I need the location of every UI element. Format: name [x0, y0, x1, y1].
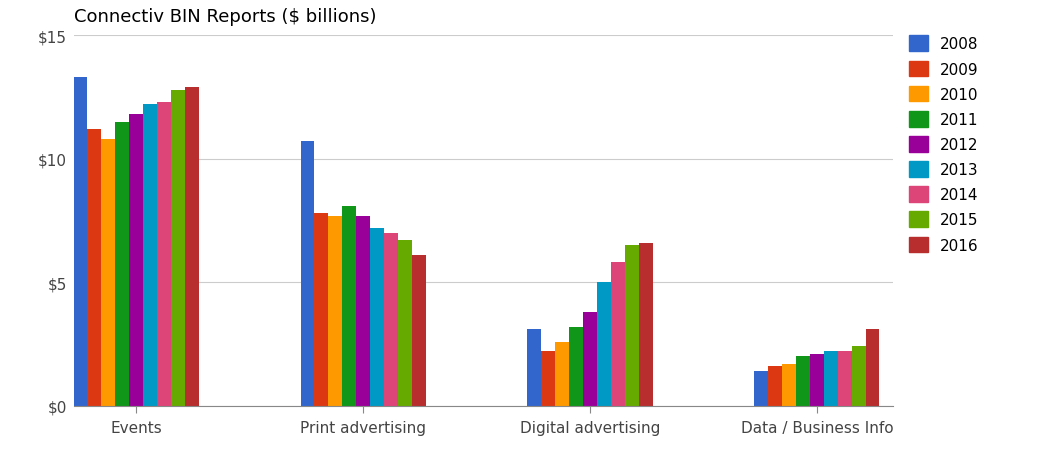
- Bar: [624, 246, 639, 406]
- Bar: [171, 90, 185, 406]
- Bar: [343, 206, 356, 406]
- Bar: [838, 352, 851, 406]
- Bar: [639, 243, 653, 406]
- Bar: [301, 142, 314, 406]
- Bar: [129, 115, 143, 406]
- Bar: [384, 233, 397, 406]
- Bar: [356, 216, 370, 406]
- Bar: [528, 330, 541, 406]
- Bar: [796, 357, 810, 406]
- Bar: [866, 330, 880, 406]
- Bar: [570, 327, 583, 406]
- Bar: [185, 88, 199, 406]
- Bar: [87, 130, 101, 406]
- Bar: [611, 263, 624, 406]
- Bar: [412, 256, 426, 406]
- Bar: [397, 241, 412, 406]
- Bar: [597, 283, 611, 406]
- Bar: [74, 78, 87, 406]
- Bar: [157, 103, 171, 406]
- Bar: [583, 312, 597, 406]
- Bar: [555, 342, 570, 406]
- Bar: [116, 122, 129, 406]
- Bar: [101, 140, 116, 406]
- Bar: [328, 216, 343, 406]
- Legend: 2008, 2009, 2010, 2011, 2012, 2013, 2014, 2015, 2016: 2008, 2009, 2010, 2011, 2012, 2013, 2014…: [909, 37, 978, 253]
- Bar: [755, 371, 768, 406]
- Bar: [143, 105, 157, 406]
- Bar: [314, 214, 328, 406]
- Bar: [370, 228, 384, 406]
- Bar: [810, 354, 824, 406]
- Bar: [768, 367, 782, 406]
- Bar: [541, 352, 555, 406]
- Bar: [782, 364, 796, 406]
- Text: Connectiv BIN Reports ($ billions): Connectiv BIN Reports ($ billions): [74, 8, 376, 26]
- Bar: [851, 347, 866, 406]
- Bar: [824, 352, 838, 406]
